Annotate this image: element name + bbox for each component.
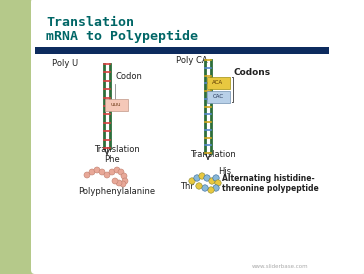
- FancyBboxPatch shape: [206, 90, 229, 102]
- Text: Translation: Translation: [46, 16, 134, 29]
- Circle shape: [199, 173, 205, 179]
- FancyBboxPatch shape: [206, 76, 229, 89]
- Circle shape: [121, 173, 127, 179]
- Text: Translation: Translation: [190, 150, 236, 159]
- Circle shape: [116, 180, 122, 186]
- Text: www.sliderbase.com: www.sliderbase.com: [252, 264, 308, 269]
- Circle shape: [208, 187, 214, 193]
- FancyBboxPatch shape: [31, 0, 364, 274]
- Bar: [0, 0, 35, 274]
- Circle shape: [194, 175, 200, 181]
- Text: Polyphenylalanine: Polyphenylalanine: [78, 187, 155, 196]
- Text: Codons: Codons: [233, 68, 270, 77]
- Circle shape: [120, 181, 126, 187]
- Circle shape: [213, 185, 219, 191]
- Circle shape: [89, 169, 95, 175]
- Text: His: His: [218, 167, 231, 176]
- Text: Poly U: Poly U: [52, 59, 78, 68]
- Text: ACA: ACA: [213, 81, 223, 85]
- Circle shape: [84, 172, 90, 178]
- Circle shape: [104, 172, 110, 178]
- Text: Thr: Thr: [180, 182, 194, 191]
- Text: Phe: Phe: [104, 155, 120, 164]
- Text: uuu: uuu: [111, 102, 121, 107]
- Circle shape: [215, 180, 221, 186]
- Text: Translation: Translation: [94, 145, 140, 154]
- Circle shape: [114, 167, 120, 173]
- Circle shape: [196, 183, 202, 189]
- Bar: [35, 47, 329, 54]
- Text: Poly CA: Poly CA: [176, 56, 207, 65]
- Circle shape: [112, 178, 118, 184]
- Text: mRNA to Polypeptide: mRNA to Polypeptide: [46, 30, 198, 43]
- Circle shape: [189, 178, 195, 184]
- Text: threonine polypeptide: threonine polypeptide: [222, 184, 319, 193]
- Circle shape: [94, 167, 100, 173]
- Circle shape: [99, 169, 105, 175]
- Circle shape: [109, 169, 115, 175]
- Circle shape: [204, 175, 210, 181]
- Text: CAC: CAC: [213, 95, 223, 99]
- Circle shape: [118, 169, 124, 175]
- Circle shape: [202, 185, 208, 191]
- Circle shape: [122, 178, 128, 184]
- Text: Codon: Codon: [116, 72, 143, 81]
- FancyBboxPatch shape: [104, 98, 127, 110]
- Text: Alternating histidine-: Alternating histidine-: [222, 174, 314, 183]
- Circle shape: [213, 175, 219, 181]
- Circle shape: [209, 178, 215, 184]
